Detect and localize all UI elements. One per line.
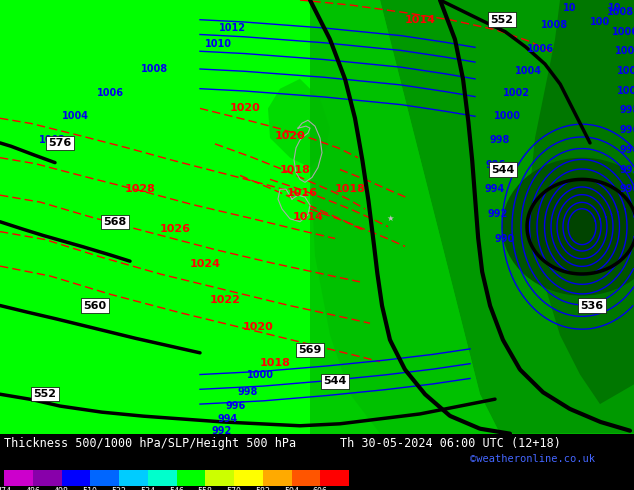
Text: 1018: 1018 (335, 184, 365, 194)
Text: 1018: 1018 (280, 165, 311, 174)
Text: 582: 582 (256, 487, 270, 490)
Polygon shape (480, 0, 634, 404)
Text: 994: 994 (620, 145, 634, 155)
Text: 1014: 1014 (404, 15, 436, 24)
Text: 1004: 1004 (515, 66, 541, 76)
Text: 990: 990 (495, 234, 515, 244)
Text: 996: 996 (226, 401, 246, 411)
Bar (234, 470, 262, 486)
Text: 536: 536 (581, 300, 604, 311)
Text: 994: 994 (218, 414, 238, 424)
Text: 992: 992 (488, 209, 508, 219)
Text: 568: 568 (103, 217, 127, 227)
Polygon shape (310, 0, 500, 434)
Text: 1012: 1012 (219, 23, 245, 33)
Text: 998: 998 (620, 105, 634, 115)
Text: 1010: 1010 (205, 39, 231, 49)
Bar (33, 470, 61, 486)
Text: 1000: 1000 (493, 111, 521, 122)
Text: 1028: 1028 (124, 184, 155, 194)
Polygon shape (268, 79, 330, 168)
Text: 552: 552 (491, 15, 514, 24)
Text: 1004: 1004 (61, 111, 89, 122)
Text: 1018: 1018 (259, 358, 290, 368)
Text: 992: 992 (212, 426, 232, 436)
Text: 994: 994 (485, 184, 505, 194)
Text: ★: ★ (386, 214, 394, 223)
Text: 1006: 1006 (526, 44, 553, 54)
Text: Thickness 500/1000 hPa/SLP/Height 500 hPa: Thickness 500/1000 hPa/SLP/Height 500 hP… (4, 437, 296, 450)
Text: 558: 558 (198, 487, 213, 490)
Text: 1008: 1008 (607, 7, 633, 17)
Text: 510: 510 (83, 487, 98, 490)
Text: 544: 544 (323, 376, 347, 387)
Text: 474: 474 (0, 487, 11, 490)
Polygon shape (380, 0, 634, 434)
Text: 100: 100 (590, 17, 610, 26)
Text: 522: 522 (112, 487, 127, 490)
Text: 1022: 1022 (210, 294, 240, 305)
Bar (4, 470, 33, 486)
Bar (320, 470, 349, 486)
Text: 544: 544 (491, 165, 515, 174)
Bar (119, 470, 148, 486)
Bar (61, 470, 90, 486)
Text: 1008: 1008 (541, 20, 569, 29)
Bar (205, 470, 234, 486)
Text: 998: 998 (238, 387, 258, 397)
Text: 1024: 1024 (190, 259, 221, 269)
Text: 992: 992 (620, 165, 634, 174)
Text: 560: 560 (84, 300, 107, 311)
Text: 1014: 1014 (292, 212, 323, 222)
Text: 576: 576 (48, 138, 72, 148)
Text: 594: 594 (284, 487, 299, 490)
Text: 546: 546 (169, 487, 184, 490)
Text: 1000: 1000 (247, 369, 273, 380)
Text: 552: 552 (34, 389, 56, 399)
Text: 569: 569 (299, 345, 321, 355)
Text: 1020: 1020 (230, 103, 261, 113)
Text: 1026: 1026 (160, 223, 190, 234)
Text: 1006: 1006 (612, 26, 634, 37)
Text: 498: 498 (54, 487, 69, 490)
Text: 1002: 1002 (39, 135, 65, 145)
Text: 10: 10 (608, 3, 622, 13)
Bar (292, 470, 320, 486)
Text: 996: 996 (620, 125, 634, 135)
Text: 10: 10 (563, 3, 577, 13)
Text: 486: 486 (25, 487, 40, 490)
Text: 1016: 1016 (287, 188, 318, 198)
Text: 1020: 1020 (243, 322, 273, 332)
Text: 1002: 1002 (503, 88, 529, 98)
Bar (90, 470, 119, 486)
Text: Th 30-05-2024 06:00 UTC (12+18): Th 30-05-2024 06:00 UTC (12+18) (340, 437, 561, 450)
Text: 1000: 1000 (616, 86, 634, 96)
Text: 1020: 1020 (275, 131, 306, 141)
Text: 998: 998 (490, 135, 510, 145)
Text: 990: 990 (620, 184, 634, 194)
Ellipse shape (527, 179, 634, 274)
Text: 1004: 1004 (614, 46, 634, 56)
Text: 534: 534 (140, 487, 155, 490)
Text: 606: 606 (313, 487, 328, 490)
Text: ©weatheronline.co.uk: ©weatheronline.co.uk (470, 454, 595, 464)
Text: 1008: 1008 (141, 64, 169, 74)
Bar (262, 470, 292, 486)
Polygon shape (310, 0, 634, 434)
Bar (148, 470, 176, 486)
Ellipse shape (502, 158, 634, 295)
Bar (176, 470, 205, 486)
Text: 996: 996 (486, 160, 506, 170)
Text: 1002: 1002 (616, 66, 634, 76)
Text: 570: 570 (226, 487, 242, 490)
Text: 1006: 1006 (96, 88, 124, 98)
